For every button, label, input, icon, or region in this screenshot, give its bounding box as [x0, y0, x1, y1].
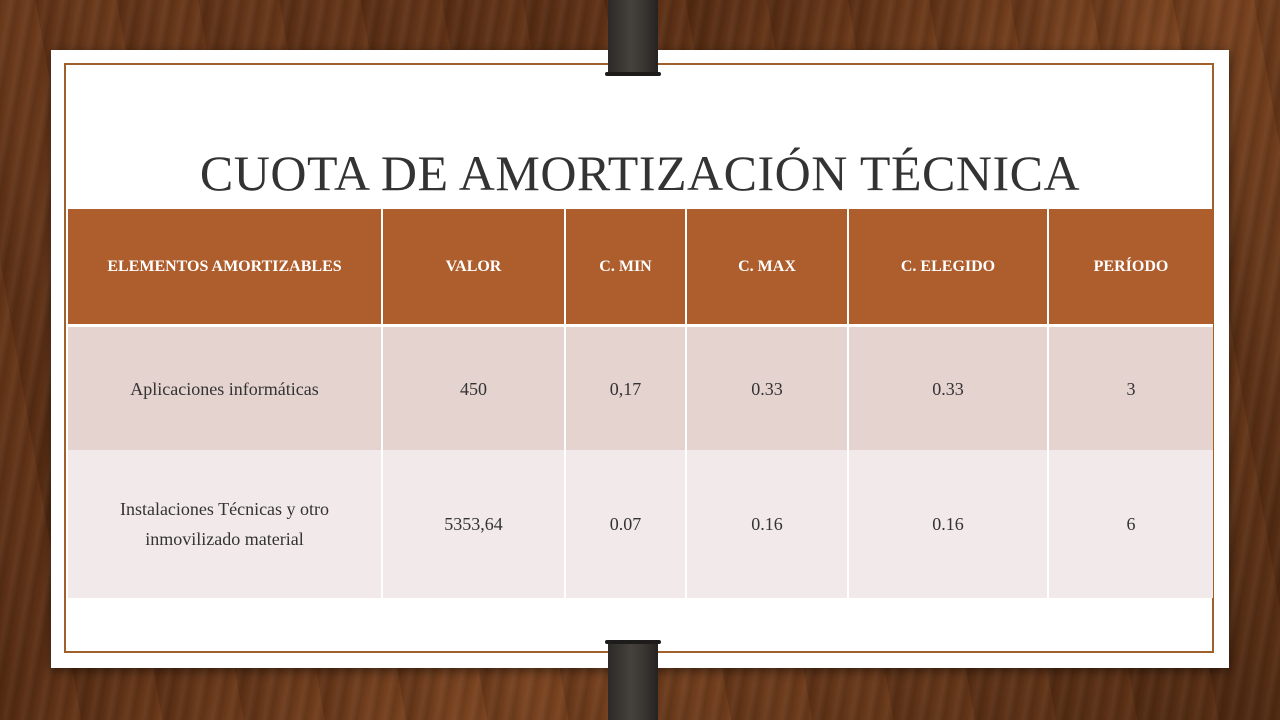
bottom-strap	[605, 640, 661, 720]
cell-elemento: Aplicaciones informáticas	[68, 325, 383, 450]
header-valor: VALOR	[381, 209, 566, 327]
cell-c-min: 0,17	[564, 325, 687, 450]
cell-c-elegido: 0.16	[847, 450, 1049, 598]
table-header-row: ELEMENTOS AMORTIZABLES VALOR C. MIN C. M…	[68, 209, 1213, 327]
header-c-max: C. MAX	[685, 209, 849, 327]
cell-c-max: 0.33	[685, 325, 849, 450]
header-elementos: ELEMENTOS AMORTIZABLES	[68, 209, 383, 327]
amortization-table: ELEMENTOS AMORTIZABLES VALOR C. MIN C. M…	[68, 209, 1213, 598]
cell-elemento: Instalaciones Técnicas y otro inmoviliza…	[68, 450, 383, 598]
header-c-elegido: C. ELEGIDO	[847, 209, 1049, 327]
cell-c-elegido: 0.33	[847, 325, 1049, 450]
header-c-min: C. MIN	[564, 209, 687, 327]
cell-valor: 450	[381, 325, 566, 450]
cell-c-max: 0.16	[685, 450, 849, 598]
cell-periodo: 6	[1047, 450, 1213, 598]
top-strap	[605, 0, 661, 76]
table-row: Aplicaciones informáticas 450 0,17 0.33 …	[68, 325, 1213, 450]
slide-title: CUOTA DE AMORTIZACIÓN TÉCNICA	[199, 145, 1081, 201]
cell-c-min: 0.07	[564, 450, 687, 598]
cell-valor: 5353,64	[381, 450, 566, 598]
cell-periodo: 3	[1047, 325, 1213, 450]
header-periodo: PERÍODO	[1047, 209, 1213, 327]
table-row: Instalaciones Técnicas y otro inmoviliza…	[68, 450, 1213, 598]
